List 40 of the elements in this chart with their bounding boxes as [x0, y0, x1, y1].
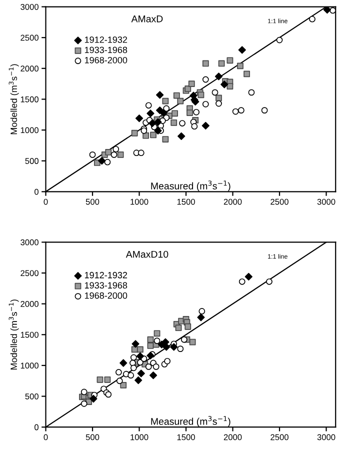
x-tick-label: 500 [86, 198, 100, 205]
legend-label: 1912-1932 [84, 272, 128, 278]
y-tick-label: 2500 [20, 270, 38, 276]
legend-label: 1933-1968 [84, 282, 128, 289]
legend-label: 1968-2000 [84, 56, 128, 64]
text: AMaxD10 [126, 250, 168, 258]
y-tick-label: 500 [25, 158, 38, 164]
x-tick-label: 1000 [130, 434, 148, 440]
legend-label: 1933-1968 [84, 46, 128, 54]
x-tick-label: 1500 [177, 434, 195, 440]
x-axis-title: Measured (m$^{3}$s$^{−1}$) [151, 180, 230, 192]
x-tick-label: 3000 [317, 434, 336, 440]
y-axis-title: Modelled (m$^{3}$s$^{−1}$) [8, 64, 19, 134]
x-tick-label: 1500 [177, 198, 195, 205]
x-tick-label: 1000 [130, 198, 148, 205]
x-tick-label: 0 [44, 198, 48, 205]
y-tick-label: 1000 [20, 362, 38, 369]
y-tick-label: 2000 [20, 66, 38, 72]
x-tick-label: 2500 [270, 198, 288, 205]
y-axis-title: Modelled (m$^{3}$s$^{−1}$) [8, 300, 19, 370]
x-tick-label: 0 [44, 434, 48, 440]
y-tick-label: 1500 [20, 96, 38, 102]
x-axis-title: Measured (m$^{3}$s$^{−1}$) [151, 416, 230, 427]
x-tick-label: 2500 [270, 434, 288, 440]
y-tick-label: 2500 [20, 34, 38, 41]
y-tick-label: 1000 [20, 127, 38, 134]
y-tick-label: 1500 [20, 332, 38, 338]
x-tick-label: 2000 [224, 198, 242, 205]
x-tick-label: 3000 [317, 198, 336, 205]
legend-label: 1912-1932 [84, 36, 128, 43]
y-tick-label: 2000 [20, 301, 38, 307]
y-tick-label: 3000 [20, 239, 38, 246]
y-tick-label: 0 [34, 188, 38, 195]
legend-label: 1968-2000 [84, 292, 128, 299]
text: AMaxD [131, 16, 163, 22]
y-tick-label: 500 [25, 393, 38, 400]
y-tick-label: 3000 [20, 4, 38, 10]
y-tick-label: 0 [34, 424, 38, 430]
x-tick-label: 500 [86, 434, 100, 440]
x-tick-label: 2000 [224, 434, 242, 440]
